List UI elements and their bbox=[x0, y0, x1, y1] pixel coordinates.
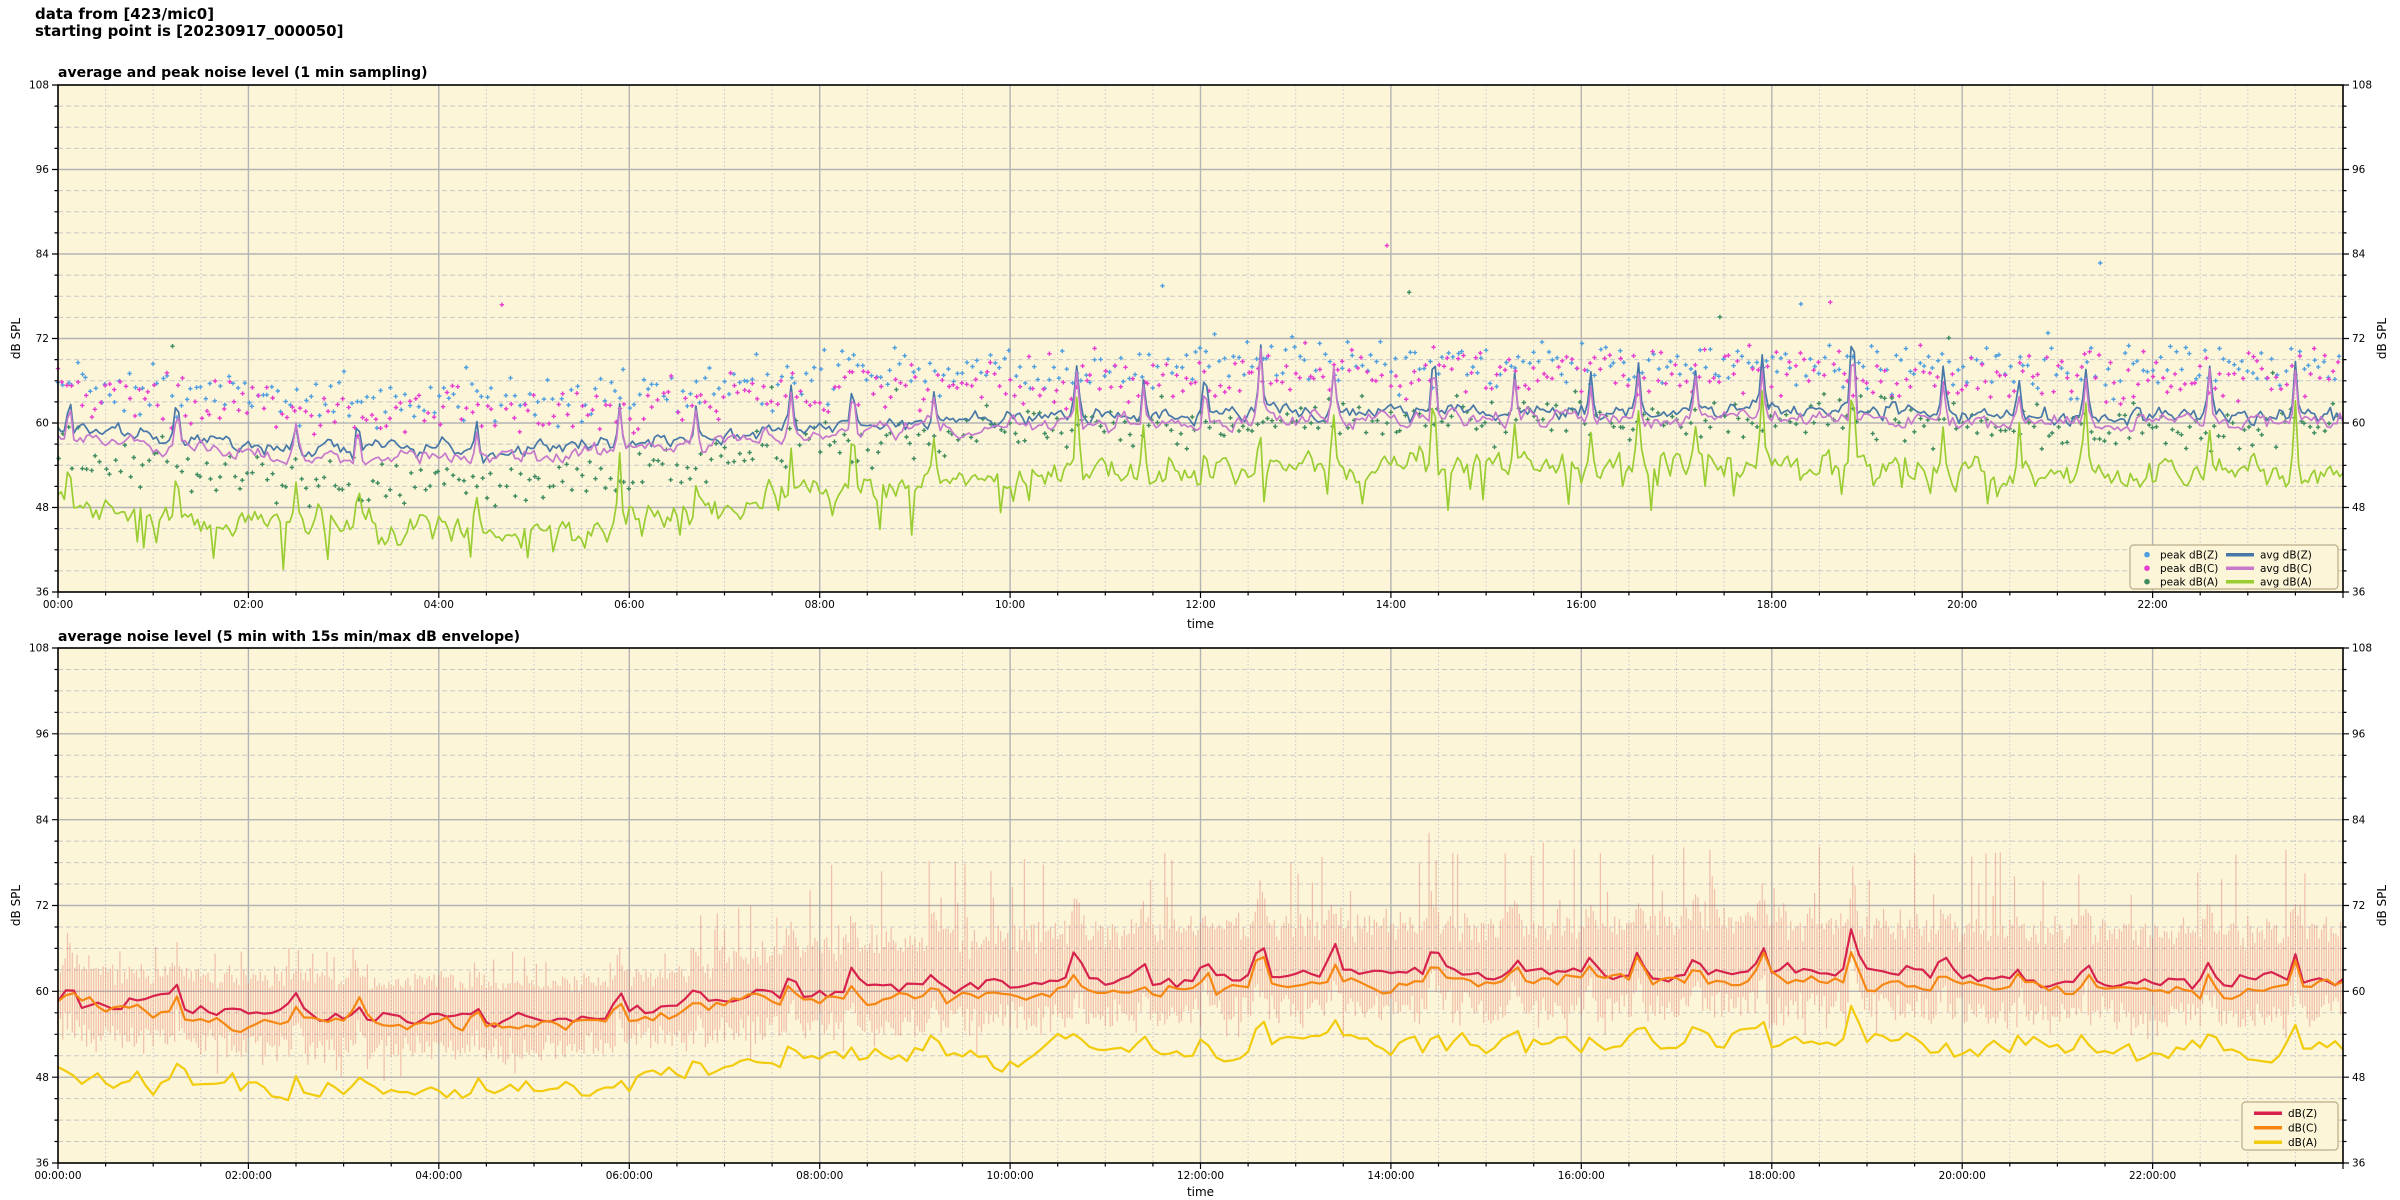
legend-label: dB(A) bbox=[2288, 1137, 2317, 1149]
legend-marker-peak dB(C) bbox=[2144, 565, 2150, 571]
y-tick-label-left: 72 bbox=[36, 900, 49, 912]
y-axis-label-right: dB SPL bbox=[2375, 885, 2389, 927]
x-tick-label: 20:00:00 bbox=[1939, 1170, 1986, 1182]
x-tick-label: 12:00:00 bbox=[1177, 1170, 1224, 1182]
legend-label: peak dB(A) bbox=[2160, 577, 2218, 589]
y-tick-label-right: 48 bbox=[2352, 502, 2365, 514]
line-dB(C) bbox=[57, 951, 2344, 1034]
header-line-2: starting point is [20230917_000050] bbox=[35, 22, 344, 40]
x-tick-label: 14:00:00 bbox=[1367, 1170, 1414, 1182]
x-tick-label: 08:00:00 bbox=[796, 1170, 843, 1182]
x-tick-label: 02:00 bbox=[233, 599, 263, 611]
x-tick-label: 02:00:00 bbox=[225, 1170, 272, 1182]
y-tick-label-left: 36 bbox=[36, 1158, 50, 1170]
legend-marker-peak dB(A) bbox=[2144, 578, 2150, 585]
x-tick-label: 18:00 bbox=[1757, 599, 1787, 611]
y-tick-label-left: 96 bbox=[36, 729, 50, 741]
legend-label: peak dB(C) bbox=[2160, 563, 2218, 575]
y-tick-label-right: 60 bbox=[2352, 418, 2365, 430]
x-tick-label: 14:00 bbox=[1376, 599, 1406, 611]
header-line-1: data from [423/mic0] bbox=[35, 5, 215, 23]
legend-label: avg dB(A) bbox=[2260, 577, 2312, 589]
chart-title: average and peak noise level (1 min samp… bbox=[58, 65, 428, 81]
line-avg dB(A) bbox=[57, 389, 2344, 571]
x-tick-label: 16:00:00 bbox=[1558, 1170, 1605, 1182]
y-axis-label-left: dB SPL bbox=[9, 318, 23, 360]
y-tick-label-right: 84 bbox=[2352, 249, 2366, 261]
y-tick-label-right: 72 bbox=[2352, 333, 2365, 345]
axis-ticks bbox=[52, 647, 2349, 1169]
y-tick-label-left: 96 bbox=[36, 164, 50, 176]
y-tick-label-left: 48 bbox=[36, 502, 49, 514]
y-tick-label-left: 84 bbox=[36, 249, 50, 261]
legend-label: avg dB(C) bbox=[2260, 563, 2312, 575]
y-tick-label-right: 36 bbox=[2352, 1158, 2366, 1170]
legend-marker-peak dB(Z) bbox=[2144, 551, 2150, 558]
y-tick-label-right: 48 bbox=[2352, 1072, 2365, 1084]
line-dB(Z) bbox=[57, 928, 2344, 1028]
axis-ticks bbox=[52, 84, 2349, 598]
y-tick-label-left: 72 bbox=[36, 333, 49, 345]
y-tick-label-right: 60 bbox=[2352, 986, 2365, 998]
line-avg dB(C) bbox=[57, 348, 2344, 466]
y-tick-label-right: 36 bbox=[2352, 587, 2366, 599]
y-tick-label-right: 108 bbox=[2352, 80, 2372, 92]
x-tick-label: 10:00:00 bbox=[987, 1170, 1034, 1182]
x-tick-label: 16:00 bbox=[1566, 599, 1596, 611]
legend-label: avg dB(Z) bbox=[2260, 550, 2312, 562]
x-tick-label: 22:00:00 bbox=[2129, 1170, 2176, 1182]
grid-major bbox=[58, 648, 2343, 1163]
y-tick-label-right: 84 bbox=[2352, 814, 2366, 826]
line-avg dB(Z) bbox=[57, 344, 2344, 464]
x-tick-label: 00:00 bbox=[43, 599, 73, 611]
y-tick-label-right: 96 bbox=[2352, 164, 2366, 176]
x-tick-label: 04:00 bbox=[424, 599, 454, 611]
y-tick-label-left: 108 bbox=[29, 643, 49, 655]
y-tick-label-right: 96 bbox=[2352, 729, 2366, 741]
x-axis-label: time bbox=[1187, 1185, 1214, 1199]
x-tick-label: 00:00:00 bbox=[34, 1170, 81, 1182]
x-tick-label: 08:00 bbox=[805, 599, 835, 611]
y-tick-label-left: 48 bbox=[36, 1072, 49, 1084]
x-tick-label: 10:00 bbox=[995, 599, 1025, 611]
legend-label: peak dB(Z) bbox=[2160, 550, 2218, 562]
y-axis-label-left: dB SPL bbox=[9, 885, 23, 927]
legend-label: dB(C) bbox=[2288, 1123, 2317, 1135]
chart-title: average noise level (5 min with 15s min/… bbox=[58, 629, 520, 645]
x-tick-label: 06:00 bbox=[614, 599, 644, 611]
x-tick-label: 20:00 bbox=[1947, 599, 1977, 611]
x-tick-label: 18:00:00 bbox=[1748, 1170, 1795, 1182]
y-tick-label-right: 72 bbox=[2352, 900, 2365, 912]
y-tick-label-left: 108 bbox=[29, 80, 49, 92]
y-tick-label-left: 60 bbox=[36, 418, 49, 430]
x-axis-label: time bbox=[1187, 617, 1214, 631]
line-dB(A) bbox=[57, 1004, 2344, 1102]
x-tick-label: 12:00 bbox=[1185, 599, 1215, 611]
x-tick-label: 06:00:00 bbox=[606, 1170, 653, 1182]
y-tick-label-left: 60 bbox=[36, 986, 49, 998]
legend-label: dB(Z) bbox=[2288, 1108, 2317, 1120]
y-tick-label-left: 84 bbox=[36, 814, 50, 826]
x-tick-label: 22:00 bbox=[2137, 599, 2167, 611]
y-tick-label-left: 36 bbox=[36, 587, 50, 599]
x-tick-label: 04:00:00 bbox=[415, 1170, 462, 1182]
y-axis-label-right: dB SPL bbox=[2375, 318, 2389, 360]
y-tick-label-right: 108 bbox=[2352, 643, 2372, 655]
